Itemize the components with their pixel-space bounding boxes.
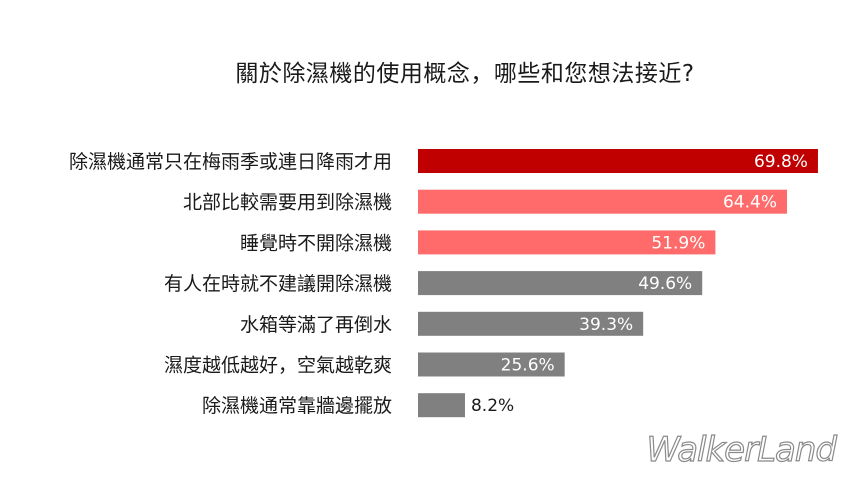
- value-label: 69.8%: [754, 152, 808, 172]
- category-label: 除濕機通常只在梅雨季或連日降雨才用: [69, 151, 392, 173]
- value-label: 49.6%: [638, 274, 692, 294]
- walkerland-logo: WalkerLand: [646, 429, 838, 470]
- category-label: 水箱等滿了再倒水: [240, 314, 392, 336]
- bar: [418, 230, 716, 255]
- bar: [418, 393, 465, 418]
- bar: [418, 311, 644, 336]
- category-label: 有人在時就不建議開除濕機: [164, 273, 392, 295]
- category-label: 北部比較需要用到除濕機: [183, 192, 392, 214]
- bar: [418, 352, 565, 377]
- value-label: 25.6%: [501, 356, 555, 376]
- value-label: 51.9%: [651, 233, 705, 253]
- category-label: 除濕機通常靠牆邊擺放: [202, 395, 392, 417]
- value-label: 8.2%: [471, 396, 514, 416]
- value-label: 64.4%: [723, 193, 777, 213]
- category-label: 濕度越低越好，空氣越乾爽: [164, 355, 392, 377]
- category-label: 睡覺時不開除濕機: [240, 232, 392, 254]
- bar: [418, 189, 788, 214]
- bar: [418, 271, 703, 296]
- chart-title: 關於除濕機的使用概念，哪些和您想法接近?: [235, 61, 695, 87]
- bar: [418, 149, 818, 173]
- value-label: 39.3%: [579, 315, 633, 335]
